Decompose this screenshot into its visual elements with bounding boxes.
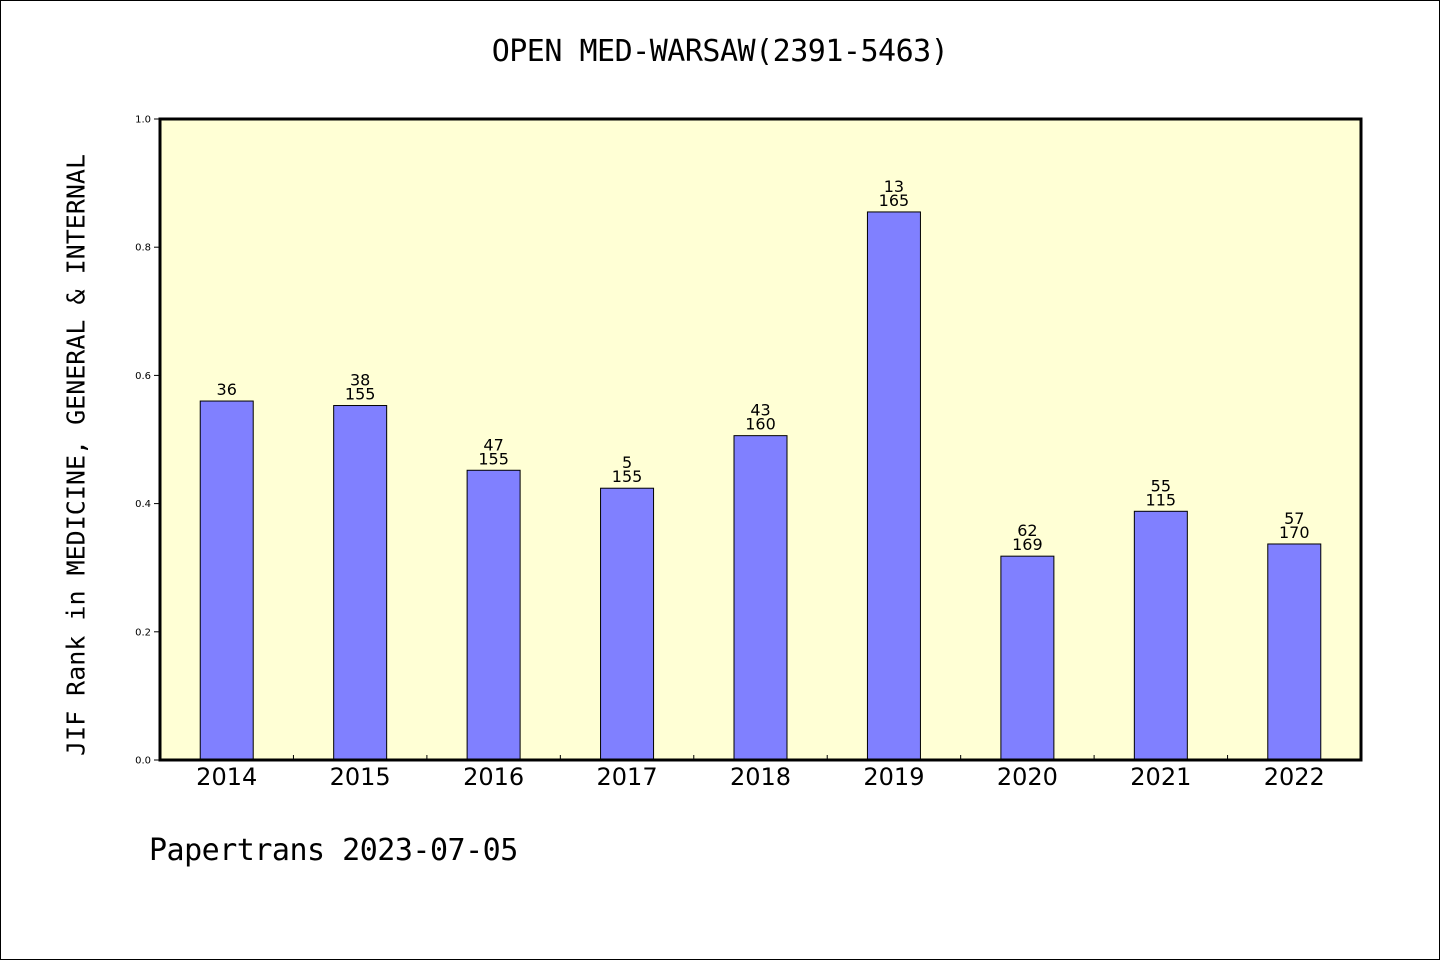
y-tick-label: 1.0 bbox=[135, 115, 151, 126]
y-tick-label: 0.8 bbox=[135, 243, 151, 254]
x-tick-label: 2022 bbox=[1264, 763, 1325, 791]
x-tick-label: 2021 bbox=[1130, 763, 1191, 791]
y-tick-label: 0.2 bbox=[135, 627, 151, 638]
data-label: 57 bbox=[1284, 509, 1304, 528]
data-label: 5 bbox=[622, 453, 632, 472]
bar bbox=[199, 400, 254, 761]
data-label: 155 bbox=[612, 467, 643, 486]
plot-border bbox=[158, 117, 1363, 762]
footer-text: Papertrans 2023-07-05 bbox=[149, 833, 518, 868]
data-label: 62 bbox=[1017, 521, 1037, 540]
x-tick-label: 2014 bbox=[196, 763, 257, 791]
data-label: 36 bbox=[217, 380, 237, 399]
x-tick-label: 2019 bbox=[863, 763, 924, 791]
x-tick-label: 2018 bbox=[730, 763, 791, 791]
bar bbox=[333, 405, 388, 761]
y-tick-label: 0.4 bbox=[135, 499, 151, 510]
bar bbox=[1000, 555, 1055, 761]
x-tick-label: 2015 bbox=[330, 763, 391, 791]
data-label: 165 bbox=[879, 191, 910, 210]
bar bbox=[1267, 543, 1322, 761]
data-label: 38 bbox=[350, 371, 370, 390]
bar bbox=[733, 435, 788, 761]
bar bbox=[600, 487, 655, 761]
data-label: 169 bbox=[1012, 535, 1043, 554]
x-tick-label: 2020 bbox=[997, 763, 1058, 791]
data-label: 115 bbox=[1146, 490, 1177, 509]
data-label: 155 bbox=[345, 385, 376, 404]
bar bbox=[866, 211, 921, 761]
y-tick-label: 0.6 bbox=[135, 371, 151, 382]
bar bbox=[1133, 510, 1188, 761]
chart-title: OPEN MED-WARSAW(2391-5463) bbox=[491, 34, 949, 69]
data-label: 13 bbox=[884, 177, 904, 196]
data-label: 155 bbox=[478, 449, 509, 468]
bar bbox=[466, 469, 521, 761]
x-tick-label: 2017 bbox=[597, 763, 658, 791]
y-tick-label: 0.0 bbox=[135, 756, 151, 767]
data-label: 170 bbox=[1279, 523, 1310, 542]
data-label: 43 bbox=[750, 401, 770, 420]
data-label: 160 bbox=[745, 415, 776, 434]
data-label: 47 bbox=[483, 435, 503, 454]
data-label: 55 bbox=[1151, 476, 1171, 495]
x-tick-label: 2016 bbox=[463, 763, 524, 791]
